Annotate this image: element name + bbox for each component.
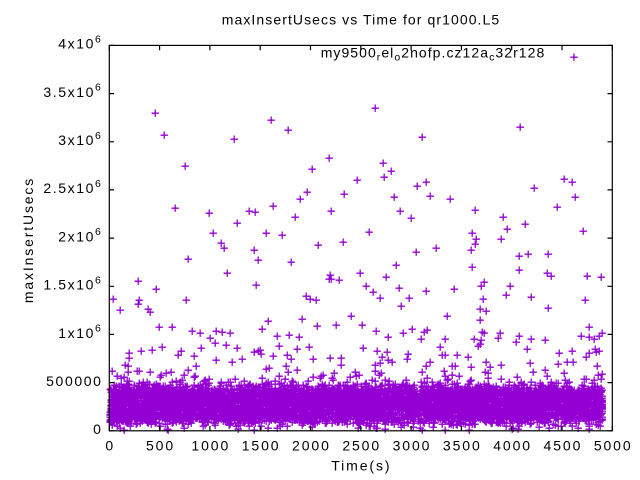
svg-text:Time(s): Time(s) — [331, 458, 391, 474]
svg-text:2500: 2500 — [342, 437, 381, 453]
svg-text:5000: 5000 — [594, 437, 633, 453]
svg-text:3500: 3500 — [443, 437, 482, 453]
svg-text:1500: 1500 — [242, 437, 281, 453]
svg-text:3000: 3000 — [393, 437, 432, 453]
svg-text:4x106: 4x106 — [58, 33, 102, 51]
svg-text:4000: 4000 — [493, 437, 532, 453]
svg-text:2000: 2000 — [292, 437, 331, 453]
svg-text:1000: 1000 — [191, 437, 230, 453]
svg-text:500: 500 — [146, 437, 175, 453]
svg-text:2.5x106: 2.5x106 — [43, 178, 102, 196]
svg-text:3x106: 3x106 — [58, 130, 102, 148]
svg-text:maxInsertUsecs vs Time for qr1: maxInsertUsecs vs Time for qr1000.L5 — [222, 12, 501, 28]
svg-text:maxInsertUsecs: maxInsertUsecs — [20, 177, 36, 303]
svg-text:3.5x106: 3.5x106 — [43, 82, 102, 100]
svg-text:1.5x106: 1.5x106 — [43, 274, 102, 292]
svg-text:my9500relo2nofp.cz12ac32r128: my9500relo2nofp.cz12ac32r128 — [321, 45, 546, 64]
svg-text:2x106: 2x106 — [58, 226, 102, 244]
svg-text:500000: 500000 — [46, 373, 102, 389]
svg-text:0: 0 — [105, 437, 115, 453]
svg-text:1x106: 1x106 — [58, 323, 102, 341]
svg-text:4500: 4500 — [544, 437, 583, 453]
svg-text:0: 0 — [93, 421, 102, 437]
